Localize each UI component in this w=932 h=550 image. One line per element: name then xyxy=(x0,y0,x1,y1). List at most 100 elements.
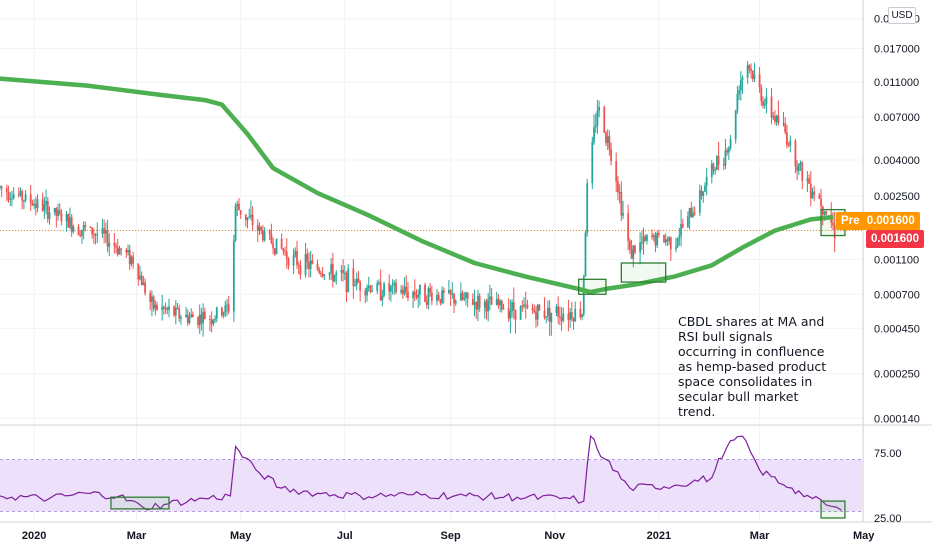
candle-body xyxy=(751,70,754,80)
candle-body xyxy=(833,225,836,239)
candle-body xyxy=(570,311,573,320)
candle-body xyxy=(562,313,565,321)
currency-label[interactable]: USD xyxy=(888,7,916,24)
candle-body xyxy=(415,295,418,298)
candle-body xyxy=(569,311,572,320)
candle-body xyxy=(424,284,426,302)
candle-body xyxy=(287,258,290,266)
candle-body xyxy=(48,212,51,219)
candle-body xyxy=(381,295,384,301)
candle-body xyxy=(345,272,348,292)
candle-body xyxy=(251,214,254,225)
candle-body xyxy=(581,314,583,318)
rsi-band-fill xyxy=(0,459,862,512)
y-tick-label: 0.000700 xyxy=(874,289,920,301)
x-tick-label: Jul xyxy=(337,530,353,542)
candle-body xyxy=(832,222,834,226)
candles xyxy=(0,61,836,337)
candle-body xyxy=(441,290,443,304)
candle-body xyxy=(676,238,679,247)
pre-price-value: 0.001600 xyxy=(866,214,915,227)
candle-body xyxy=(306,253,309,262)
candle-body xyxy=(248,216,251,218)
candle-body xyxy=(101,228,104,234)
candle-body xyxy=(321,273,324,277)
candle-body xyxy=(151,296,153,303)
candle-body xyxy=(567,313,570,320)
candle-body xyxy=(222,312,225,316)
candle-body xyxy=(378,282,380,284)
candle-body xyxy=(620,192,623,216)
candle-body xyxy=(618,192,621,194)
candle-body xyxy=(272,243,275,249)
candle-body xyxy=(69,217,71,228)
candle-body xyxy=(164,307,167,309)
candle-body xyxy=(437,294,440,300)
candle-body xyxy=(331,264,334,282)
y-tick-label: 0.000450 xyxy=(874,323,920,335)
candle-body xyxy=(471,298,474,305)
candle-body xyxy=(603,106,606,133)
candle-body xyxy=(162,306,165,309)
candle-body xyxy=(669,237,672,250)
candle-body xyxy=(664,239,667,243)
rsi-tick-label: 25.00 xyxy=(874,513,902,525)
candle-body xyxy=(379,282,382,301)
candle-body xyxy=(509,311,512,319)
candle-body xyxy=(622,213,624,216)
rsi-highlight-box xyxy=(820,500,846,519)
candle-body xyxy=(630,249,633,259)
candle-body xyxy=(383,283,385,296)
candle-body xyxy=(174,307,177,316)
candle-body xyxy=(330,264,333,273)
candle-body xyxy=(17,194,20,196)
candle-body xyxy=(412,291,414,298)
candle-body xyxy=(92,234,95,236)
candle-body xyxy=(335,272,338,276)
candle-body xyxy=(31,203,34,206)
candle-body xyxy=(359,282,362,291)
candle-body xyxy=(202,311,205,324)
candle-body xyxy=(188,316,191,324)
candle-body xyxy=(186,314,189,324)
candle-body xyxy=(818,195,821,199)
candle-body xyxy=(67,214,70,228)
highlight-box xyxy=(620,262,667,283)
candle-body xyxy=(478,295,481,308)
candle-body xyxy=(215,307,218,319)
rsi-tick-label: 75.00 xyxy=(874,448,902,460)
candle-body xyxy=(765,96,768,105)
candle-body xyxy=(521,306,524,308)
candle-body xyxy=(185,314,187,318)
candle-body xyxy=(799,162,802,164)
candle-body xyxy=(770,96,773,118)
candle-body xyxy=(490,296,493,305)
candle-body xyxy=(190,314,193,317)
candle-body xyxy=(142,282,145,286)
candle-body xyxy=(738,90,741,95)
candle-body xyxy=(125,249,128,253)
y-tick-label: 0.004000 xyxy=(874,155,920,167)
candle-body xyxy=(449,290,452,295)
annotation-line: space consolidates in xyxy=(678,374,813,389)
x-tick-label: 2021 xyxy=(647,530,671,542)
candle-body xyxy=(11,198,13,200)
candle-body xyxy=(507,308,510,319)
candle-body xyxy=(7,192,10,200)
candle-body xyxy=(318,269,321,273)
candle-body xyxy=(487,299,490,312)
x-tick-label: May xyxy=(230,530,252,542)
candle-body xyxy=(212,319,215,325)
y-tick-label: 0.011000 xyxy=(874,77,919,89)
candle-body xyxy=(43,204,46,211)
candle-body xyxy=(628,240,631,250)
candle-body xyxy=(760,87,763,101)
candle-body xyxy=(41,199,44,211)
candle-body xyxy=(232,240,235,312)
candle-body xyxy=(557,306,560,317)
candle-body xyxy=(395,282,397,293)
candle-body xyxy=(284,251,286,253)
candle-body xyxy=(591,141,594,184)
x-tick-label: May xyxy=(853,530,875,542)
candle-body xyxy=(149,293,152,303)
